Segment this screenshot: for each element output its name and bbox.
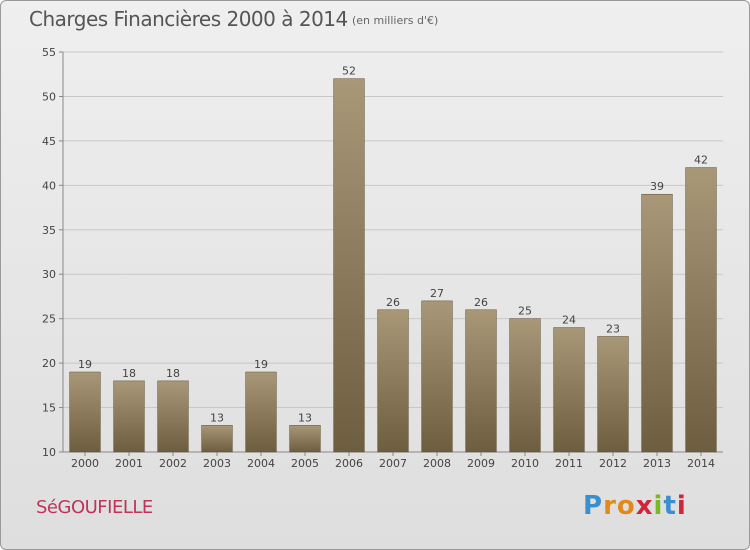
logo-letter: i	[676, 491, 687, 521]
bar	[113, 380, 145, 453]
x-tick-label: 2000	[71, 457, 99, 470]
x-tick-label: 2013	[643, 457, 671, 470]
y-tick-label: 40	[42, 179, 56, 192]
bar	[509, 318, 541, 453]
x-tick-label: 2003	[203, 457, 231, 470]
bar	[245, 371, 277, 453]
x-tick-label: 2002	[159, 457, 187, 470]
bar	[377, 309, 409, 453]
logo-letter: t	[663, 491, 677, 521]
x-tick-label: 2004	[247, 457, 275, 470]
x-tick-label: 2005	[291, 457, 319, 470]
y-tick-label: 55	[42, 46, 56, 59]
y-tick-label: 50	[42, 90, 56, 103]
x-tick-label: 2014	[687, 457, 715, 470]
x-tick-label: 2008	[423, 457, 451, 470]
bar	[641, 193, 673, 453]
bar	[597, 336, 629, 453]
bar-value-label: 52	[342, 65, 356, 78]
x-tick-label: 2010	[511, 457, 539, 470]
bar	[333, 78, 365, 453]
logo-letter: P	[583, 491, 604, 521]
chart-title: Charges Financières 2000 à 2014	[29, 7, 348, 31]
x-tick-label: 2007	[379, 457, 407, 470]
x-tick-label: 2012	[599, 457, 627, 470]
y-tick-label: 45	[42, 135, 56, 148]
logo-letter: o	[616, 491, 636, 521]
commune-name: SéGOUFIELLE	[36, 497, 153, 518]
bar	[421, 300, 453, 453]
x-tick-label: 2001	[115, 457, 143, 470]
y-tick-label: 20	[42, 357, 56, 370]
logo-letter: x	[635, 491, 654, 521]
x-tick-label: 2006	[335, 457, 363, 470]
bar	[157, 380, 189, 453]
bar-value-label: 19	[254, 358, 268, 371]
bar-value-label: 39	[650, 180, 664, 193]
logo-letter: r	[603, 491, 617, 521]
bar-value-label: 13	[210, 411, 224, 424]
bar	[685, 167, 717, 453]
bar-value-label: 23	[606, 322, 620, 335]
bar-value-label: 19	[78, 358, 92, 371]
logo-letter: i	[653, 491, 664, 521]
bar	[69, 371, 101, 453]
bar-value-label: 26	[386, 296, 400, 309]
bar	[201, 425, 233, 453]
y-tick-label: 30	[42, 268, 56, 281]
bar-value-label: 13	[298, 411, 312, 424]
bar-value-label: 18	[122, 367, 136, 380]
y-tick-label: 25	[42, 313, 56, 326]
bar-value-label: 25	[518, 305, 532, 318]
bar-value-label: 42	[694, 154, 708, 167]
proxiti-logo[interactable]: Proxiti	[583, 491, 687, 521]
y-tick-label: 10	[42, 446, 56, 459]
bar-value-label: 27	[430, 287, 444, 300]
x-tick-label: 2009	[467, 457, 495, 470]
bar-value-label: 26	[474, 296, 488, 309]
bar	[465, 309, 497, 453]
bar-value-label: 18	[166, 367, 180, 380]
y-tick-label: 35	[42, 224, 56, 237]
chart-subtitle: (en milliers d'€)	[352, 14, 439, 27]
bar	[553, 327, 585, 453]
y-tick-label: 15	[42, 402, 56, 415]
x-tick-label: 2011	[555, 457, 583, 470]
bar-value-label: 24	[562, 314, 576, 327]
bar	[289, 425, 321, 453]
